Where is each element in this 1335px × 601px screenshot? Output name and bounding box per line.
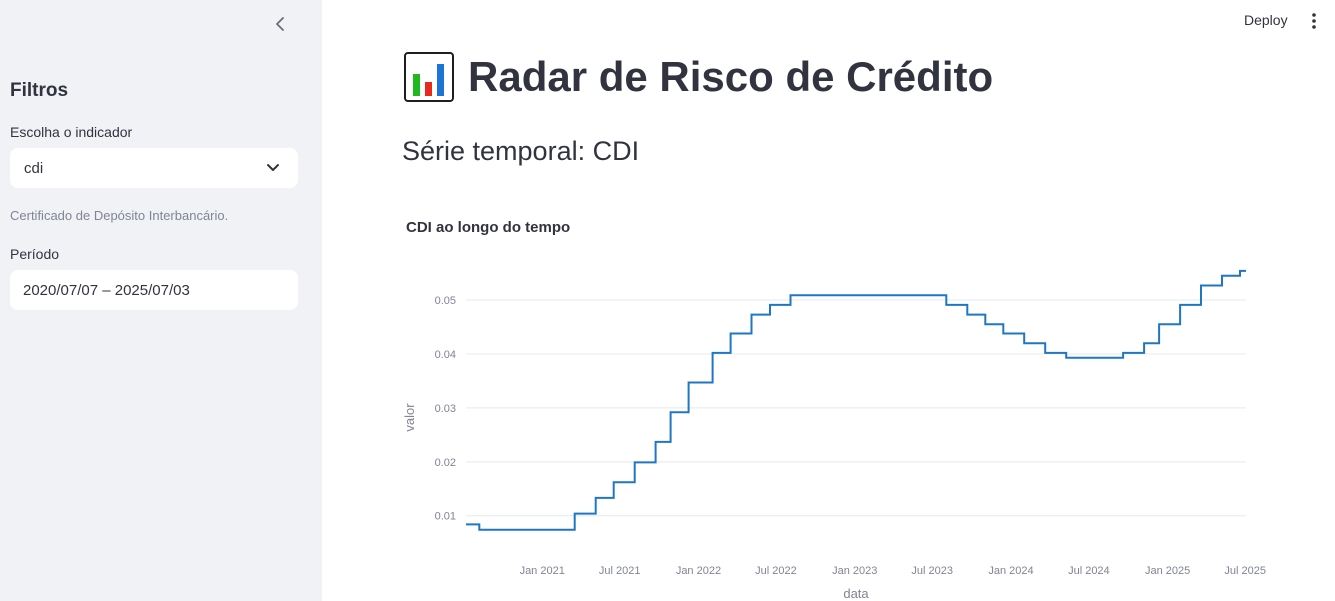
page-title-row: Radar de Risco de Crédito: [404, 52, 993, 102]
cdi-line-chart: 0.010.020.030.040.05 Jan 2021 Jul 2021 Jan…: [402, 269, 1266, 601]
chart-title: CDI ao longo do tempo: [406, 219, 571, 236]
x-axis-label: data: [843, 586, 869, 601]
x-tick-label: Jul 2024: [1068, 565, 1110, 577]
y-tick-label: 0.01: [435, 511, 456, 523]
x-axis-ticks: Jan 2021 Jul 2021 Jan 2022 Jul 2022 Jan 2023…: [520, 565, 1266, 577]
x-tick-label: Jan 2021: [520, 565, 565, 577]
indicator-selected-value: cdi: [24, 159, 44, 177]
y-tick-label: 0.05: [435, 295, 456, 307]
period-date-input[interactable]: 2020/07/07 – 2025/07/03: [10, 270, 298, 310]
x-tick-label: Jul 2025: [1224, 565, 1266, 577]
y-tick-label: 0.04: [435, 349, 456, 361]
x-tick-label: Jan 2025: [1145, 565, 1190, 577]
chevron-left-icon: [276, 17, 284, 31]
x-tick-label: Jul 2023: [911, 565, 953, 577]
indicator-caption: Certificado de Depósito Interbancário.: [10, 208, 229, 223]
cdi-series-line: [466, 269, 1246, 531]
chart-gridlines: [466, 299, 1246, 517]
indicator-label: Escolha o indicador: [10, 124, 133, 140]
section-title: Série temporal: CDI: [402, 136, 640, 166]
indicator-select[interactable]: cdi: [10, 148, 298, 188]
deploy-button[interactable]: Deploy: [1244, 12, 1288, 28]
period-label: Período: [10, 246, 60, 262]
y-tick-label: 0.02: [435, 457, 456, 469]
x-tick-label: Jan 2023: [832, 565, 877, 577]
collapse-sidebar-button[interactable]: [270, 12, 290, 36]
sidebar-title: Filtros: [10, 80, 69, 101]
y-axis-label: valor: [402, 403, 417, 432]
more-vertical-icon: [1312, 13, 1316, 29]
x-tick-label: Jul 2022: [755, 565, 797, 577]
sidebar: Filtros Escolha o indicador cdi Certific…: [0, 0, 322, 601]
x-tick-label: Jan 2022: [676, 565, 721, 577]
x-tick-label: Jul 2021: [599, 565, 641, 577]
y-axis-ticks: 0.01 0.02 0.03 0.04 0.05: [435, 295, 456, 523]
main-menu-button[interactable]: [1306, 11, 1322, 31]
chevron-down-icon: [266, 159, 284, 177]
page-title: Radar de Risco de Crédito: [468, 53, 994, 100]
bar-chart-icon: [404, 52, 454, 102]
y-tick-label: 0.03: [435, 403, 456, 415]
x-tick-label: Jan 2024: [988, 565, 1033, 577]
